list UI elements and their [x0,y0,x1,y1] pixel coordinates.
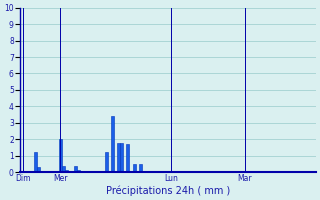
Bar [139,164,142,172]
Bar [37,167,40,172]
Bar [105,152,108,172]
Bar [62,166,65,172]
Bar [111,116,114,172]
Bar [132,164,136,172]
Bar [126,144,129,172]
Bar [59,139,62,172]
Bar [34,152,37,172]
Bar [120,143,123,172]
Bar [117,143,120,172]
Bar [65,170,68,172]
Bar [77,170,80,172]
Bar [74,166,77,172]
X-axis label: Précipitations 24h ( mm ): Précipitations 24h ( mm ) [106,185,230,196]
